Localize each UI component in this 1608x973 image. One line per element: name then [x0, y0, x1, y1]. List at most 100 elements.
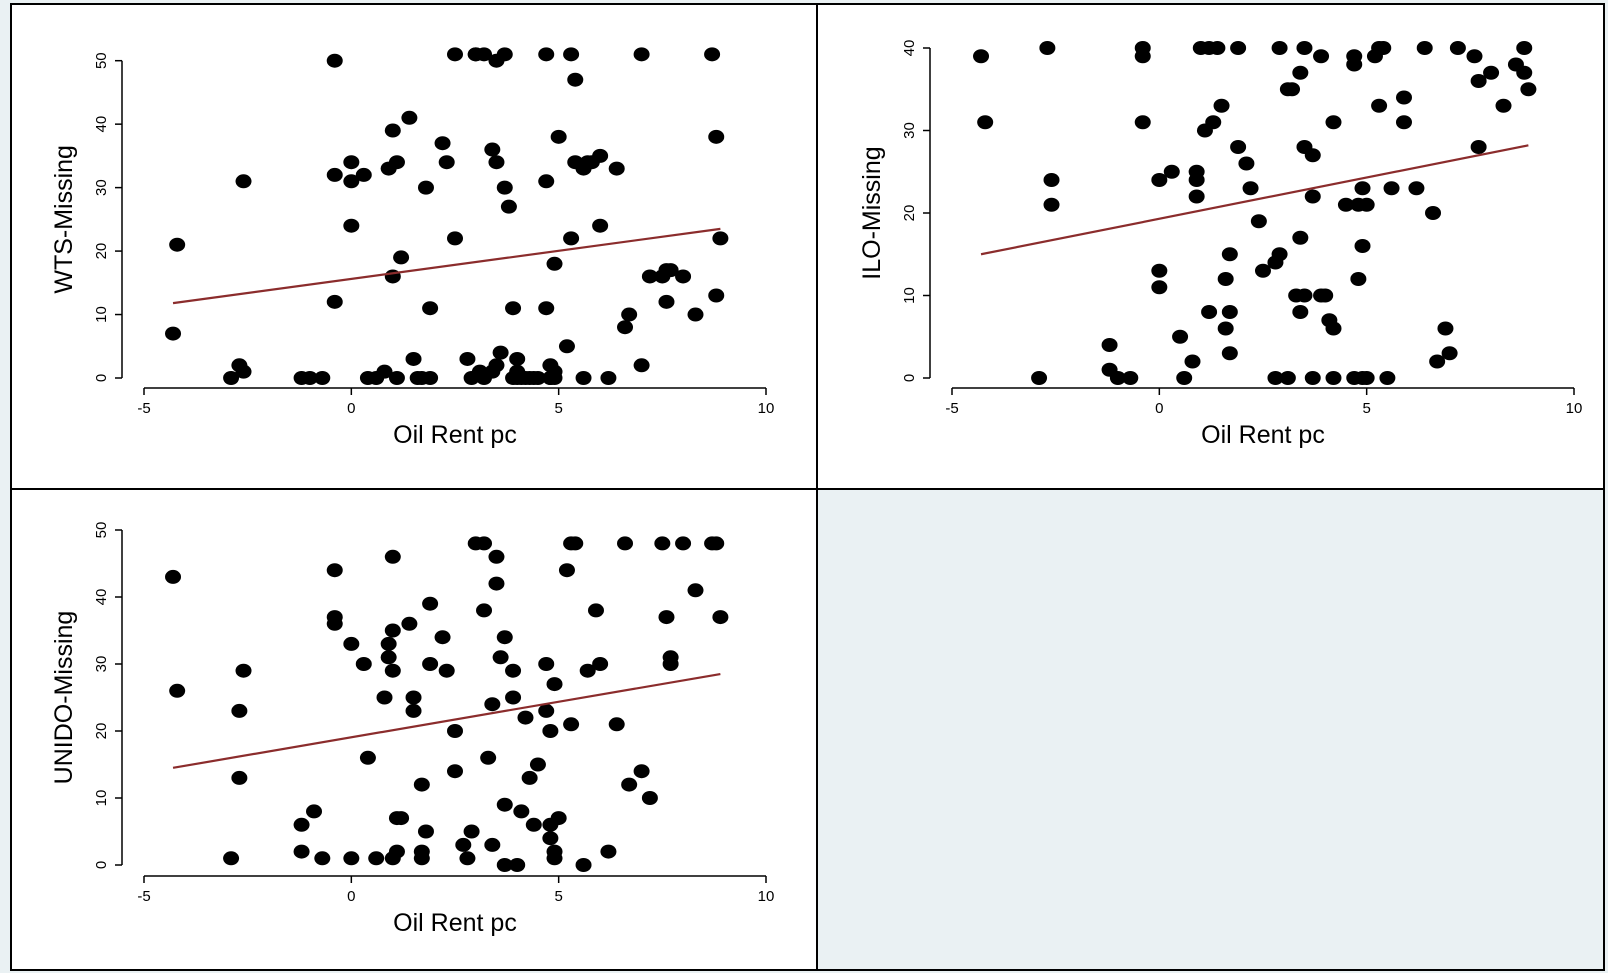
- data-point: [1354, 181, 1371, 196]
- data-point: [165, 326, 182, 341]
- data-point: [488, 358, 505, 373]
- data-point: [1358, 197, 1375, 212]
- data-point: [1217, 321, 1234, 336]
- data-point: [563, 231, 580, 246]
- x-tick-label: 5: [554, 400, 562, 417]
- data-point: [235, 174, 252, 189]
- data-point: [558, 563, 575, 578]
- data-point: [704, 47, 721, 62]
- data-point: [1350, 272, 1367, 286]
- data-point: [1516, 41, 1533, 55]
- data-point: [608, 161, 625, 176]
- x-tick-label: -5: [945, 400, 958, 417]
- data-point: [1395, 90, 1412, 105]
- data-point: [343, 155, 360, 170]
- data-point: [376, 690, 393, 705]
- data-point: [1325, 115, 1342, 130]
- x-tick-label: 0: [1155, 400, 1163, 417]
- data-point: [977, 115, 994, 130]
- x-tick-label: 10: [1566, 400, 1583, 417]
- data-point: [1172, 329, 1189, 344]
- data-point: [1416, 41, 1433, 55]
- y-tick-label: 40: [93, 116, 110, 133]
- data-point: [538, 657, 555, 671]
- data-point: [1292, 305, 1309, 319]
- y-tick-label: 40: [901, 40, 918, 57]
- data-point: [517, 710, 534, 725]
- data-point: [422, 371, 439, 385]
- data-point: [413, 777, 430, 792]
- data-point: [388, 844, 405, 859]
- data-point: [509, 351, 526, 366]
- data-point: [546, 371, 563, 385]
- data-point: [488, 155, 505, 170]
- data-point: [326, 167, 343, 182]
- data-point: [538, 47, 555, 62]
- data-point: [575, 858, 592, 872]
- data-point: [1134, 115, 1151, 130]
- data-point: [1292, 230, 1309, 245]
- data-point: [575, 371, 592, 385]
- y-tick-label: 20: [901, 205, 918, 222]
- data-point: [1337, 197, 1354, 212]
- data-point: [1134, 49, 1151, 64]
- data-point: [505, 690, 522, 705]
- data-point: [1317, 288, 1334, 303]
- data-point: [235, 364, 252, 379]
- data-point: [1163, 164, 1180, 179]
- data-point: [293, 844, 310, 859]
- data-point: [608, 717, 625, 732]
- data-point: [405, 690, 422, 705]
- data-point: [1449, 41, 1466, 55]
- data-point: [1429, 354, 1446, 369]
- data-point: [355, 167, 372, 182]
- data-point: [165, 569, 182, 584]
- data-point: [384, 549, 401, 564]
- data-point: [488, 576, 505, 591]
- data-point: [1043, 173, 1060, 187]
- data-point: [1483, 65, 1500, 80]
- y-tick-label: 10: [93, 306, 110, 323]
- data-point: [538, 174, 555, 189]
- data-point: [1230, 140, 1247, 154]
- data-point: [1217, 272, 1234, 286]
- data-point: [231, 770, 248, 785]
- x-axis-title: Oil Rent pc: [393, 421, 517, 449]
- data-point: [1325, 371, 1342, 385]
- data-point: [343, 218, 360, 233]
- data-point: [658, 610, 675, 625]
- data-point: [687, 583, 704, 598]
- data-point: [563, 47, 580, 62]
- data-point: [675, 269, 692, 284]
- x-tick-label: 5: [1362, 400, 1370, 417]
- data-point: [521, 770, 538, 785]
- data-point: [633, 47, 650, 62]
- data-point: [1441, 346, 1458, 361]
- data-point: [1470, 74, 1487, 88]
- data-point: [314, 371, 331, 385]
- data-point: [563, 717, 580, 732]
- data-point: [1221, 346, 1238, 361]
- data-point: [405, 703, 422, 718]
- data-point: [1271, 247, 1288, 262]
- data-point: [550, 811, 567, 826]
- data-point: [376, 364, 393, 379]
- data-point: [169, 683, 186, 698]
- data-point: [542, 724, 559, 738]
- data-point: [500, 199, 517, 214]
- x-axis-title: Oil Rent pc: [393, 909, 517, 937]
- data-point: [380, 636, 397, 651]
- data-point: [633, 358, 650, 373]
- data-point: [687, 307, 704, 322]
- data-point: [359, 750, 376, 765]
- data-point: [567, 536, 584, 551]
- data-point: [1250, 214, 1267, 229]
- panel-1-background: [10, 3, 818, 490]
- data-point: [1470, 140, 1487, 154]
- data-point: [413, 851, 430, 866]
- data-point: [1209, 41, 1226, 55]
- data-point: [1151, 173, 1168, 187]
- data-point: [1267, 371, 1284, 385]
- data-point: [1184, 354, 1201, 369]
